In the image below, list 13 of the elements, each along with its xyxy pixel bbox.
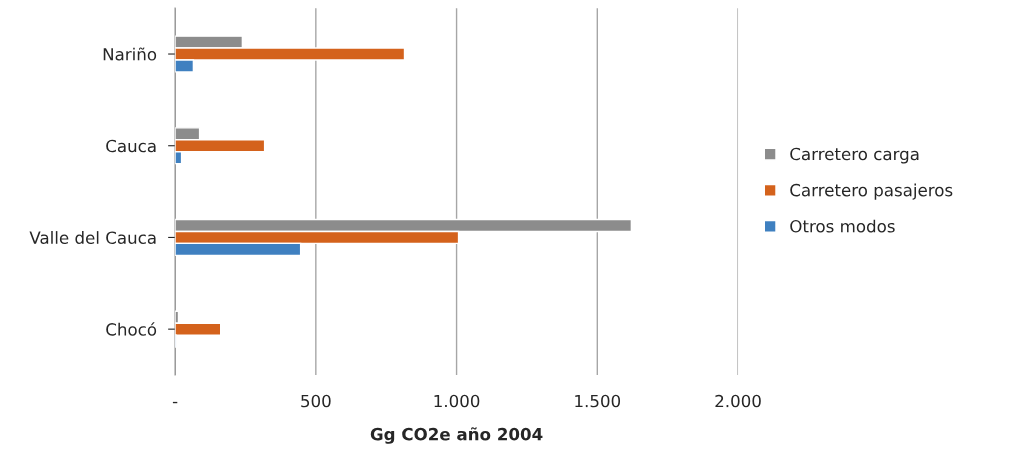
legend-label: Otros modos (790, 219, 895, 233)
x-tick-label: 500 (301, 394, 331, 408)
x-tick-label: - (172, 401, 178, 404)
x-tick-label: 1.500 (575, 394, 621, 408)
x-axis-title: Gg CO2e año 2004 (370, 427, 543, 444)
y-tick-label: Chocó (106, 322, 157, 336)
y-tick-label: Valle del Cauca (29, 231, 156, 245)
x-tick-label: 2.000 (715, 394, 761, 408)
legend-label: Carretero pasajeros (790, 183, 953, 200)
x-tick-label: 1.000 (434, 394, 480, 408)
legend-label: Carretero carga (790, 147, 919, 164)
y-tick-label: Nariño (103, 47, 157, 61)
y-tick-label: Cauca (106, 139, 156, 153)
